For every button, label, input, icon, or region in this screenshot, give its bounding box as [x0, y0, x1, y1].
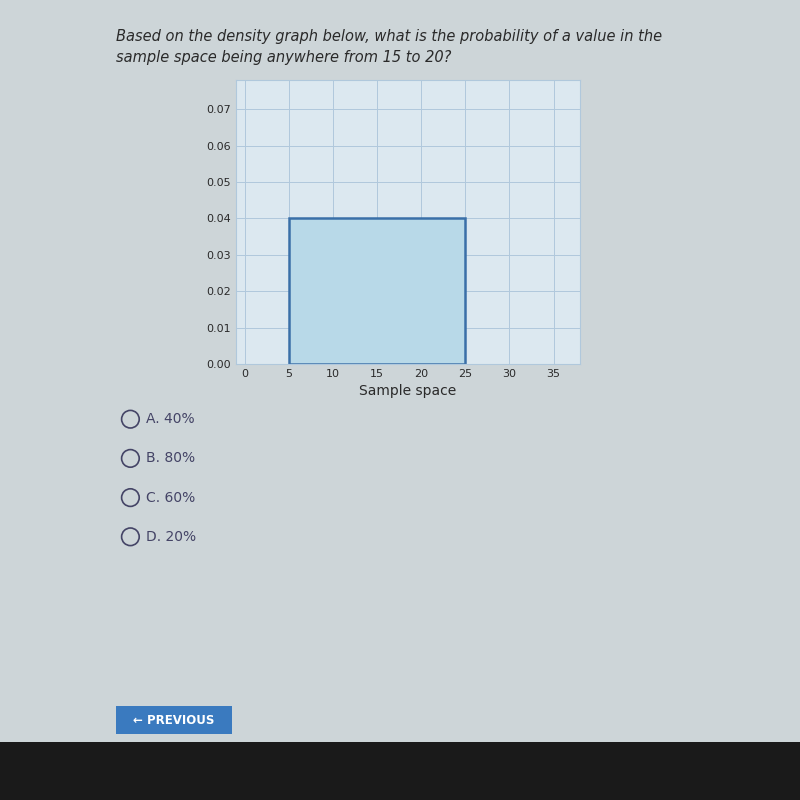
Text: C. 60%: C. 60% — [146, 490, 196, 505]
X-axis label: Sample space: Sample space — [359, 385, 457, 398]
Text: D. 20%: D. 20% — [146, 530, 197, 544]
Text: A. 40%: A. 40% — [146, 412, 195, 426]
Text: B. 80%: B. 80% — [146, 451, 195, 466]
Text: Based on the density graph below, what is the probability of a value in the: Based on the density graph below, what i… — [116, 29, 662, 44]
Text: sample space being anywhere from 15 to 20?: sample space being anywhere from 15 to 2… — [116, 50, 451, 65]
Text: ← PREVIOUS: ← PREVIOUS — [134, 714, 214, 726]
Bar — [289, 218, 466, 364]
